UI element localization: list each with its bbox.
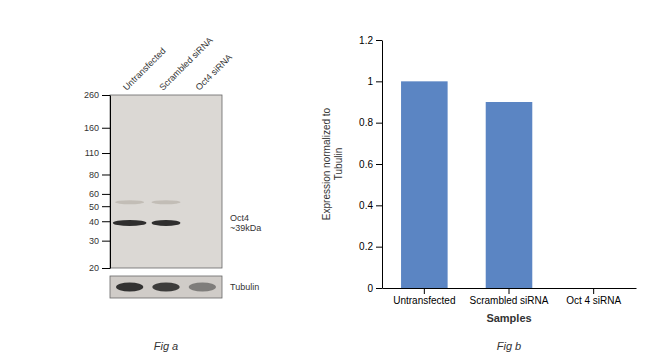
tick-line [424, 288, 425, 294]
y-tick: 260 [84, 90, 110, 100]
tick-label: 80 [89, 170, 99, 180]
tick-label: 0.2 [359, 241, 373, 252]
x-axis: Untransfected Scrambled siRNA Oct 4 siRNA [383, 288, 637, 306]
tick-line [102, 206, 110, 207]
tick-line [102, 194, 110, 195]
tick-label: Oct 4 siRNA [566, 295, 621, 306]
y-tick: 0.8 [359, 117, 382, 128]
tick-label: 160 [84, 123, 99, 133]
tick-label: 1 [367, 76, 373, 87]
tick-line [102, 221, 110, 222]
x-axis-title: Samples [486, 312, 531, 324]
tick-line [102, 268, 110, 269]
y-tick: 1 [367, 76, 382, 87]
bar-panel: 0 0.2 0.4 0.6 0.8 1 1.2 Untransfected Scrambled … [321, 35, 637, 352]
tick-line [102, 153, 110, 154]
axis-line [110, 96, 111, 269]
tick-label: 60 [89, 189, 99, 199]
y-tick: 80 [89, 170, 110, 180]
y-axis-title: Expression normalized toTubulin [321, 107, 344, 220]
tick-line [376, 164, 382, 165]
text-line: Tubulin [333, 148, 344, 180]
y-tick: 0.6 [359, 159, 382, 170]
tick-line [102, 174, 110, 175]
y-tick: 50 [89, 202, 110, 212]
tick-line [376, 247, 382, 248]
axis-line [382, 41, 383, 289]
panel-caption: Fig a [154, 340, 178, 352]
faint-band [115, 200, 144, 204]
bar [486, 102, 533, 288]
lane-label: Oct4 siRNA [194, 52, 234, 92]
tick-line [376, 123, 382, 124]
y-tick: 160 [84, 123, 110, 133]
panel-caption: Fig b [497, 340, 521, 352]
tick-label: 50 [89, 202, 99, 212]
band [113, 220, 147, 226]
x-tick: Scrambled siRNA [470, 288, 549, 306]
tick-label: 1.2 [359, 35, 373, 46]
tick-line [376, 40, 382, 41]
tick-label: 30 [89, 236, 99, 246]
y-tick: 60 [89, 189, 110, 199]
tubulin-band [152, 283, 179, 292]
tubulin-strip [110, 276, 222, 298]
tubulin-band [189, 283, 216, 292]
chart-root: 260 160 110 80 60 50 40 30 20 Untransfected Scramb… [0, 0, 650, 362]
text-line: Expression normalized to [321, 107, 332, 220]
band [152, 220, 181, 226]
tick-label: 260 [84, 90, 99, 100]
y-axis: 0 0.2 0.4 0.6 0.8 1 1.2 [359, 35, 382, 294]
tick-line [102, 95, 110, 96]
bars [401, 81, 532, 288]
y-tick: 20 [89, 263, 110, 273]
y-axis: 260 160 110 80 60 50 40 30 20 [84, 90, 111, 273]
faint-band [152, 200, 181, 204]
tick-line [376, 205, 382, 206]
y-tick: 0.4 [359, 200, 382, 211]
tick-line [593, 288, 594, 294]
tick-label: Scrambled siRNA [470, 295, 549, 306]
y-tick: 110 [85, 148, 110, 158]
tick-label: 0.6 [359, 159, 373, 170]
y-tick: 1.2 [359, 35, 382, 46]
x-tick: Untransfected [393, 288, 455, 306]
tick-label: 0.4 [359, 200, 373, 211]
tick-line [376, 81, 382, 82]
tick-label: 0.8 [359, 117, 373, 128]
tick-label: 20 [89, 263, 99, 273]
tick-label: 40 [89, 217, 99, 227]
bands [113, 200, 181, 226]
blot-panel: 260160110806050403020UntransfectedScramb… [84, 35, 261, 352]
tick-line [376, 288, 382, 289]
tick-label: Untransfected [393, 295, 455, 306]
tick-label: 0 [367, 283, 373, 294]
text-line: Oct4 [230, 213, 249, 223]
text-line: ~39kDa [230, 223, 261, 233]
band-label: Oct4~39kDa [230, 213, 261, 233]
y-tick: 40 [89, 217, 110, 227]
y-tick: 30 [89, 236, 110, 246]
bar [401, 81, 448, 288]
y-tick: 0.2 [359, 241, 382, 252]
tick-line [102, 128, 110, 129]
tick-line [509, 288, 510, 294]
tubulin-label: Tubulin [230, 282, 259, 292]
tick-label: 110 [85, 148, 99, 158]
gel [110, 95, 222, 268]
y-tick: 0 [367, 283, 382, 294]
bar [570, 288, 617, 289]
tick-line [102, 241, 110, 242]
tubulin-band [116, 283, 143, 292]
x-tick: Oct 4 siRNA [566, 288, 621, 306]
